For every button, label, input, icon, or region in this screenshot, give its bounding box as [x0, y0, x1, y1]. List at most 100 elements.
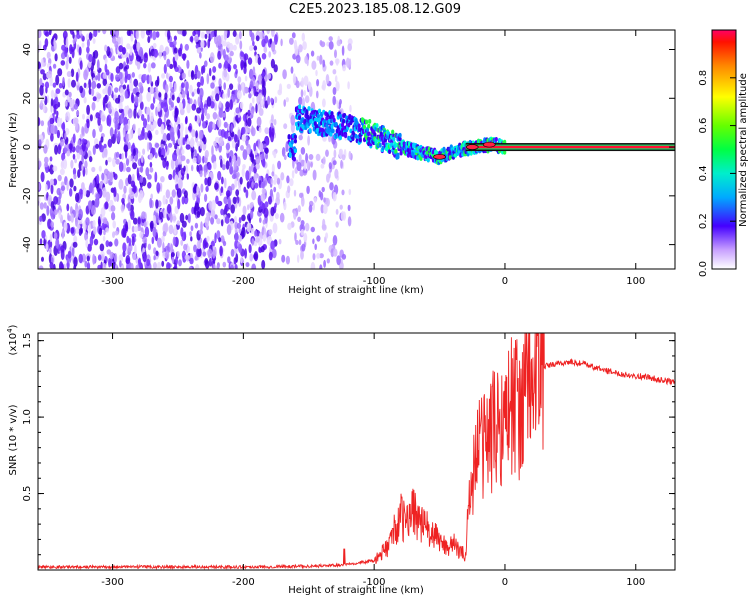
heatmap-cell [264, 201, 269, 208]
heatmap-cell [39, 238, 43, 246]
heatmap-cell [116, 135, 120, 143]
heatmap-cell [60, 139, 65, 147]
heatmap-cell [202, 155, 205, 164]
heatmap-cell [150, 222, 154, 233]
heatmap-cell [165, 72, 169, 79]
heatmap-cell [178, 259, 182, 267]
heatmap-cell [101, 172, 105, 181]
heatmap-cell [293, 148, 297, 154]
heatmap-cell [322, 218, 326, 229]
heatmap-cell [270, 97, 274, 104]
heatmap-cell [210, 31, 213, 40]
heatmap-cell [214, 30, 217, 37]
heatmap-cell [200, 183, 204, 193]
heatmap-cell [99, 243, 105, 252]
heatmap-cell [170, 158, 175, 170]
heatmap-cell [328, 36, 333, 42]
heatmap-cell [287, 134, 291, 140]
heatmap-cell [160, 176, 165, 183]
heatmap-cell [245, 189, 249, 199]
heatmap-cell [274, 34, 278, 45]
heatmap-cell [201, 112, 205, 122]
heatmap-cell [153, 92, 157, 99]
heatmap-cell [41, 230, 46, 239]
heatmap-cell [122, 84, 127, 90]
heatmap-cell [147, 62, 152, 73]
heatmap-cell [81, 126, 85, 137]
heatmap-cell [232, 44, 237, 51]
heatmap-cell [303, 160, 307, 171]
heatmap-cell [64, 100, 68, 107]
heatmap-cell [235, 142, 239, 152]
heatmap-cell [206, 212, 211, 218]
y-tick-label: 0 [22, 144, 33, 150]
heatmap-cell [398, 136, 402, 142]
heatmap-cell [332, 235, 338, 246]
heatmap-cell [107, 138, 113, 148]
heatmap-cell [172, 213, 177, 223]
heatmap-cell [313, 197, 317, 203]
heatmap-cell [185, 144, 191, 150]
heatmap-cell [120, 86, 125, 97]
heatmap-cell [184, 43, 189, 51]
heatmap-cell [278, 83, 283, 94]
heatmap-cell [242, 113, 247, 122]
heatmap-cell [115, 151, 120, 158]
heatmap-cell [129, 81, 133, 92]
heatmap-cell [185, 214, 189, 221]
heatmap-cell [242, 164, 246, 170]
heatmap-cell [329, 60, 334, 66]
heatmap-cell [212, 122, 216, 130]
heatmap-cell [200, 31, 206, 39]
heatmap-cell [92, 51, 96, 58]
heatmap-cell [255, 156, 261, 165]
heatmap-cell [97, 116, 101, 126]
heatmap-cell [345, 57, 350, 68]
heatmap-cell [302, 168, 308, 174]
heatmap-cell [68, 91, 72, 98]
heatmap-cell [174, 158, 179, 168]
heatmap-cell [98, 227, 103, 236]
heatmap-cell [95, 112, 100, 119]
colorbar-ticks: 0.0 0.2 0.4 0.6 0.8 [698, 70, 736, 277]
heatmap-cell [270, 206, 275, 217]
heatmap-cell [391, 129, 395, 135]
heatmap-cell [73, 173, 77, 180]
heatmap-cell [214, 214, 218, 220]
heatmap-cell [108, 257, 111, 268]
heatmap-cell [317, 108, 322, 114]
heatmap-cell [146, 106, 151, 117]
heatmap-cell [398, 132, 402, 138]
heatmap-cell [134, 244, 137, 255]
heatmap-cell [171, 255, 175, 264]
heatmap-cell [107, 157, 112, 163]
heatmap-cell [297, 216, 301, 222]
heatmap-cell [140, 154, 144, 164]
heatmap-cell [187, 213, 191, 224]
x-tick-label: -300 [101, 577, 124, 588]
heatmap-cell [74, 117, 79, 125]
heatmap-cell [300, 220, 305, 226]
heatmap-cell [164, 92, 168, 100]
heatmap-cell [216, 183, 219, 189]
heatmap-cell [115, 74, 120, 81]
heatmap-cell [126, 43, 131, 50]
heatmap-cell [86, 262, 91, 269]
heatmap-cell [302, 41, 307, 51]
heatmap-cell [236, 222, 242, 229]
heatmap-cell [157, 103, 161, 112]
heatmap-hotspot [482, 141, 496, 148]
heatmap-cell [211, 75, 216, 81]
heatmap-cell [155, 86, 158, 93]
heatmap-cell [419, 156, 423, 161]
heatmap-cell [133, 148, 136, 157]
heatmap-cell [105, 191, 111, 203]
heatmap-cell [295, 240, 299, 245]
heatmap-cell [65, 37, 69, 49]
heatmap-cell [181, 90, 186, 99]
heatmap-cell [131, 92, 134, 103]
heatmap-cell [150, 62, 156, 69]
heatmap-cell [298, 115, 302, 121]
heatmap-cell [95, 143, 100, 149]
heatmap-cell [221, 176, 224, 185]
